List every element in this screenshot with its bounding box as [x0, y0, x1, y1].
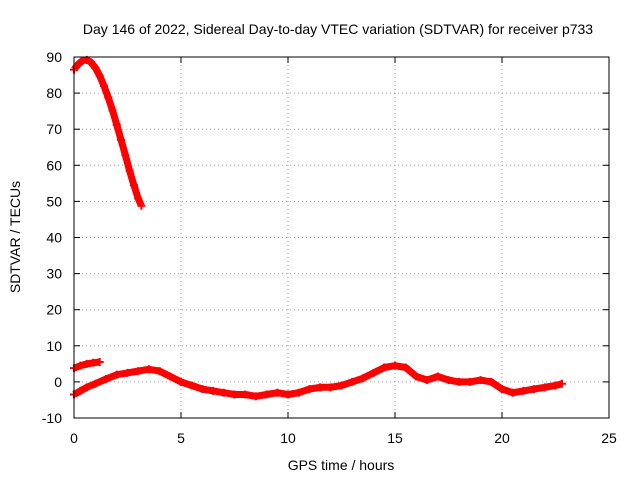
data-point: [177, 377, 185, 386]
data-point: [99, 81, 108, 90]
data-point: [433, 372, 442, 381]
data-point: [91, 63, 100, 72]
x-tick-label: 5: [177, 430, 185, 446]
data-point: [476, 376, 485, 385]
series-line: [71, 56, 145, 208]
data-point: [455, 377, 464, 386]
data-point: [91, 379, 100, 388]
data-point: [230, 390, 239, 399]
y-tick-label: 10: [46, 338, 62, 354]
data-point: [219, 388, 228, 397]
data-point: [104, 93, 113, 102]
data-point: [102, 375, 111, 384]
y-tick-label: 20: [46, 302, 62, 318]
grid-lines: [74, 57, 609, 418]
data-point: [284, 390, 292, 399]
data-point: [519, 386, 528, 395]
data-point: [134, 194, 143, 203]
data-point: [557, 379, 566, 388]
data-point: [112, 120, 121, 129]
data-point: [391, 361, 399, 370]
data-point: [74, 60, 83, 69]
data-point: [423, 376, 432, 385]
data-point: [129, 181, 138, 190]
data-point: [316, 383, 325, 392]
data-point: [123, 368, 132, 377]
x-tick-label: 25: [601, 430, 617, 446]
data-point: [134, 367, 143, 376]
y-tick-label: 90: [46, 49, 62, 65]
data-point: [348, 377, 357, 386]
y-tick-label: 50: [46, 193, 62, 209]
data-point: [251, 392, 260, 401]
y-tick-label: 60: [46, 157, 62, 173]
y-tick-label: 70: [46, 121, 62, 137]
data-point: [273, 388, 282, 397]
data-point: [87, 58, 96, 67]
data-point: [401, 363, 410, 372]
data-point: [551, 381, 560, 390]
data-point: [117, 136, 126, 145]
data-point: [444, 376, 453, 385]
data-point: [125, 166, 134, 175]
data-point: [540, 383, 549, 392]
data-point: [155, 367, 164, 376]
data-point: [358, 374, 367, 383]
x-tick-label: 10: [280, 430, 296, 446]
x-tick-label: 15: [387, 430, 403, 446]
data-point: [95, 358, 104, 367]
data-point: [326, 383, 335, 392]
data-point: [187, 381, 196, 390]
data-point: [305, 385, 314, 394]
y-tick-label: 0: [54, 374, 62, 390]
y-tick-label: 40: [46, 230, 62, 246]
data-point: [76, 386, 85, 395]
data-point: [108, 106, 117, 115]
data-point: [412, 372, 421, 381]
y-axis-title: SDTVAR / TECUs: [7, 181, 23, 293]
series-layer: [70, 55, 566, 401]
data-point: [530, 385, 539, 394]
data-point: [380, 363, 389, 372]
data-point: [198, 385, 207, 394]
x-tick-label: 0: [70, 430, 78, 446]
data-point: [369, 368, 378, 377]
data-point: [82, 359, 91, 368]
data-point: [112, 370, 121, 379]
chart-title: Day 146 of 2022, Sidereal Day-to-day VTE…: [83, 21, 593, 37]
data-point: [137, 201, 146, 210]
data-point: [121, 151, 130, 160]
data-point: [95, 71, 104, 80]
data-point: [487, 377, 496, 386]
data-point: [76, 361, 85, 370]
data-point: [144, 365, 153, 374]
data-point: [337, 381, 346, 390]
x-axis-title: GPS time / hours: [288, 457, 395, 473]
y-tick-label: 80: [46, 85, 62, 101]
y-tick-label: -10: [42, 410, 62, 426]
data-point: [508, 388, 517, 397]
data-point: [262, 390, 271, 399]
axis-ticks: 0 5 10 15 20 25 -10 0 10 20 30 40 50 60 70 80 90: [42, 49, 617, 446]
data-point: [241, 390, 250, 399]
y-tick-label: 30: [46, 266, 62, 282]
data-point: [209, 386, 218, 395]
data-point: [294, 388, 303, 397]
x-tick-label: 20: [494, 430, 510, 446]
data-point: [465, 377, 474, 386]
data-point: [82, 383, 91, 392]
data-point: [166, 372, 175, 381]
data-point: [498, 385, 506, 394]
